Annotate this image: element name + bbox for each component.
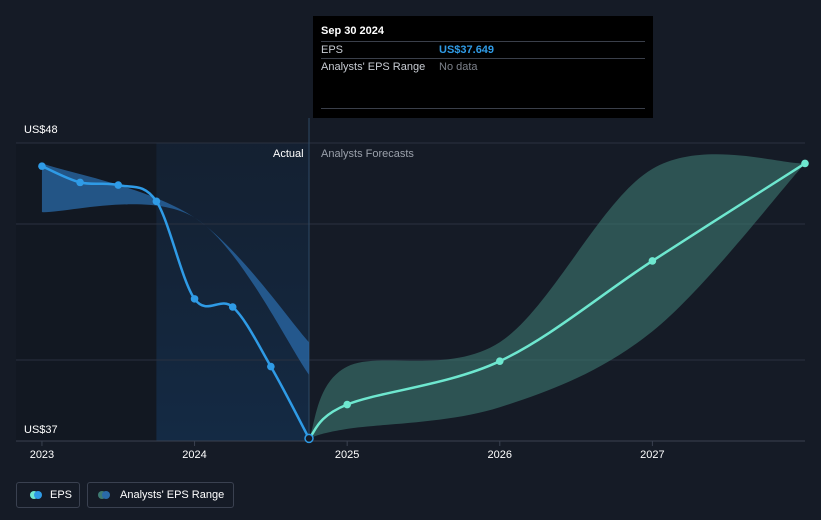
legend-eps-label: EPS: [50, 489, 73, 501]
actual-region-label: Actual: [273, 148, 304, 160]
y-tick-label-top: US$48: [24, 124, 58, 136]
eps-point-forecast: [495, 357, 504, 365]
eps-point-forecast: [801, 159, 809, 168]
tooltip-date: Sep 30 2024: [321, 25, 384, 37]
tooltip-divider: [321, 108, 645, 109]
eps-point-forecast: [343, 400, 351, 409]
tooltip-range-label: Analysts' EPS Range: [321, 61, 426, 73]
x-tick-label: 2025: [334, 449, 360, 461]
forecast-region-label: Analysts Forecasts: [321, 148, 414, 160]
tooltip-range-row: Analysts' EPS Range No data: [321, 58, 645, 76]
eps-point-selected: [304, 433, 314, 444]
eps-point-actual: [267, 362, 275, 371]
legend-eps[interactable]: EPS: [16, 482, 80, 508]
eps-point-forecast: [648, 257, 657, 265]
x-tick-label: 2026: [487, 449, 513, 461]
tooltip-eps-label: EPS: [321, 44, 344, 56]
range-layer: [41, 154, 805, 439]
legend-eps-actual-dot: [34, 491, 42, 499]
eps-point-actual: [76, 178, 84, 187]
x-tick-label: 2024: [182, 449, 207, 461]
x-tick-label: 2023: [29, 449, 55, 461]
eps-range-band-forecast: [309, 154, 805, 439]
data-tooltip: Sep 30 2024 EPS US$37.649 Analysts' EPS …: [313, 16, 653, 118]
eps-point-actual: [152, 197, 161, 206]
eps-point-actual: [38, 162, 46, 170]
legend-analysts-range[interactable]: Analysts' EPS Range: [87, 482, 234, 508]
eps-point-actual: [228, 303, 237, 311]
x-tick-label: 2027: [640, 449, 665, 461]
y-tick-label-bottom: US$37: [24, 424, 58, 436]
eps-range-band-actual: [41, 163, 310, 375]
tooltip-range-value: No data: [439, 61, 478, 73]
legend-range-label: Analysts' EPS Range: [120, 489, 225, 501]
tooltip-eps-row: EPS US$37.649: [321, 41, 645, 59]
legend-range-actual-dot: [102, 491, 110, 499]
tooltip-eps-value: US$37.649: [439, 44, 495, 56]
eps-point-actual: [114, 181, 123, 189]
eps-point-actual: [190, 295, 199, 303]
point-layer: [38, 159, 809, 444]
